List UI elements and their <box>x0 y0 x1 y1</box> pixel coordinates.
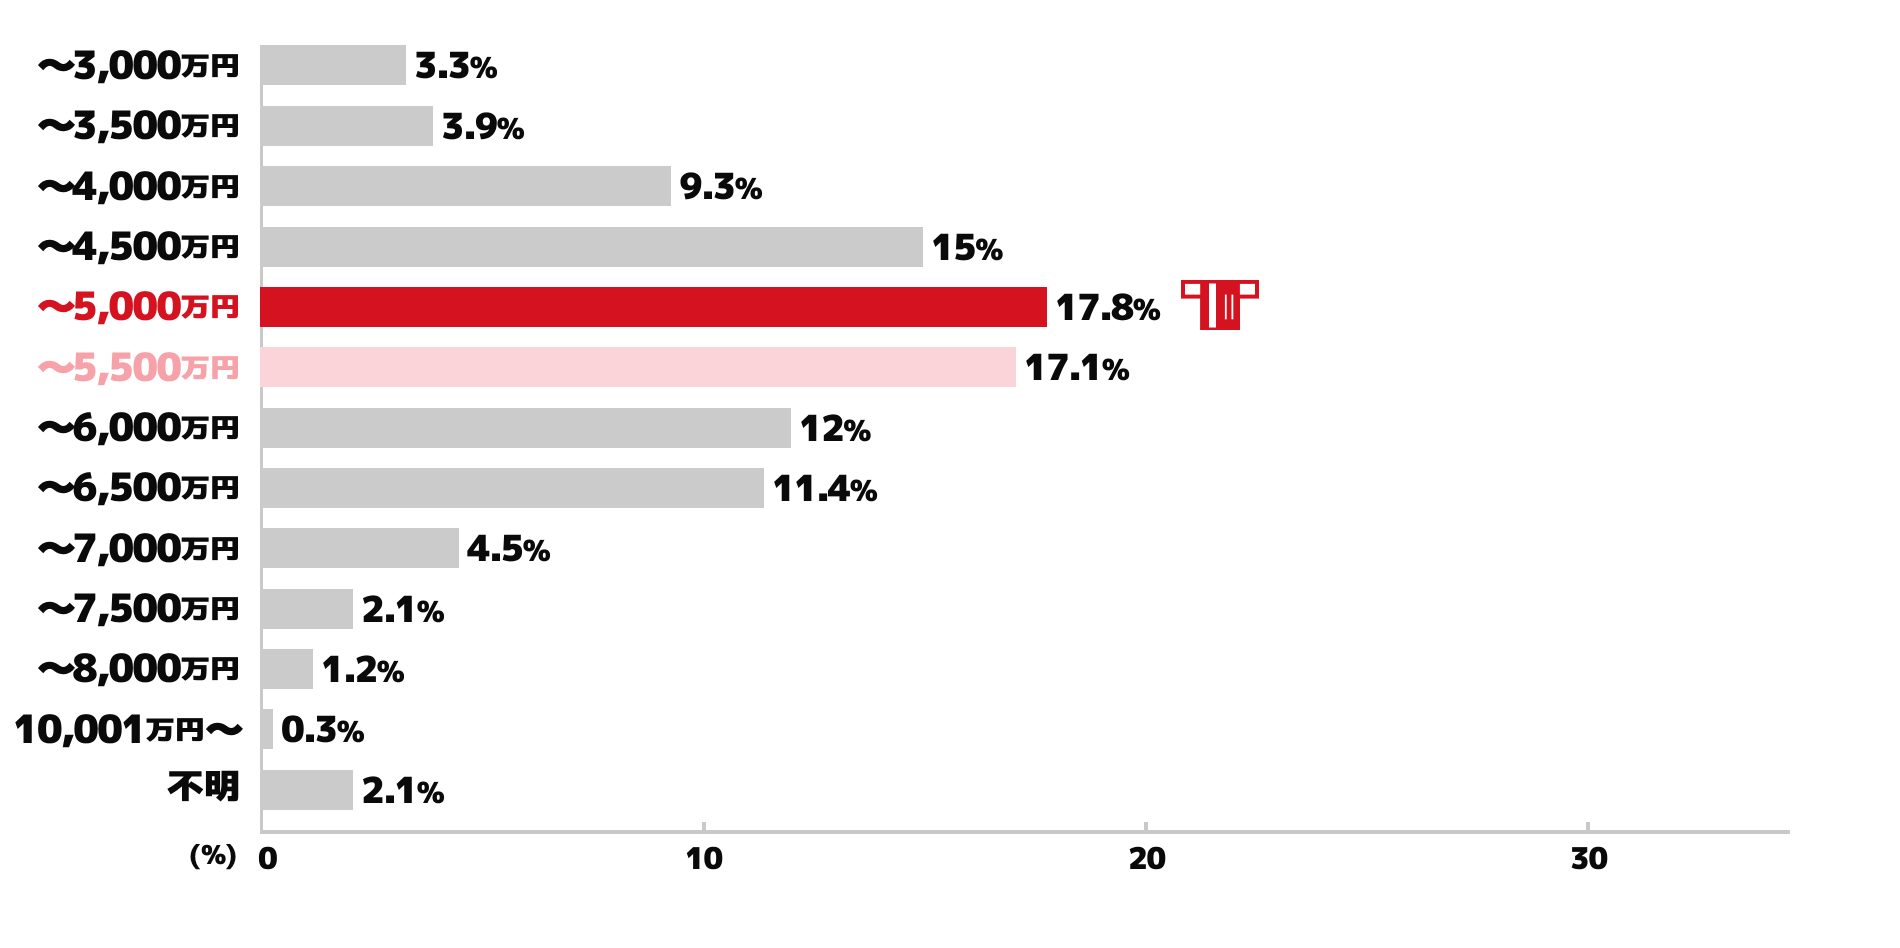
value-label-〜4,500万円: 15% <box>931 224 1003 269</box>
category-label-〜5,500万円: 〜5,500万円 <box>37 342 241 391</box>
category-label-〜6,500万円: 〜6,500万円 <box>37 462 241 511</box>
value-label-〜4,000万円: 9.3% <box>679 163 763 208</box>
category-label-〜4,500万円: 〜4,500万円 <box>37 221 241 270</box>
value-label-10,001万円〜: 0.3% <box>281 706 365 751</box>
x-axis-tick-label-20: 20 <box>1128 839 1165 877</box>
bar-〜5,000万円 <box>260 286 1048 327</box>
x-axis-line <box>259 830 1790 835</box>
value-label-〜6,000万円: 12% <box>799 405 871 450</box>
category-label-〜3,500万円: 〜3,500万円 <box>37 100 241 149</box>
category-label-〜4,000万円: 〜4,000万円 <box>37 161 241 210</box>
x-axis-tick-20 <box>1144 822 1148 831</box>
bar-〜6,500万円 <box>260 467 765 508</box>
category-label-〜3,000万円: 〜3,000万円 <box>37 40 241 89</box>
happi-coat-icon <box>1181 280 1259 330</box>
x-axis-tick-30 <box>1586 822 1590 831</box>
bar-〜8,000万円 <box>260 648 314 689</box>
x-axis-tick-label-10: 10 <box>685 839 723 877</box>
value-label-〜3,500万円: 3.9% <box>441 103 524 148</box>
bar-〜3,500万円 <box>260 105 433 146</box>
category-label-10,001万円〜: 10,001万円〜 <box>13 704 243 753</box>
value-label-不明: 2.1% <box>361 767 444 812</box>
category-label-〜8,000万円: 〜8,000万円 <box>37 643 241 692</box>
value-label-〜3,000万円: 3.3% <box>414 42 497 87</box>
value-label-〜7,000万円: 4.5% <box>467 525 551 570</box>
category-label-〜7,000万円: 〜7,000万円 <box>37 523 241 572</box>
bar-〜4,500万円 <box>260 226 924 267</box>
bar-〜7,000万円 <box>260 528 459 569</box>
bar-〜4,000万円 <box>260 166 672 207</box>
category-label-〜5,000万円: 〜5,000万円 <box>37 281 241 330</box>
category-label-不明: 不明 <box>166 769 241 812</box>
bar-〜7,500万円 <box>260 588 353 629</box>
value-label-〜5,000万円: 17.8% <box>1055 284 1161 329</box>
bar-〜3,000万円 <box>260 45 406 86</box>
bar-不明 <box>260 769 353 810</box>
category-label-〜6,000万円: 〜6,000万円 <box>37 402 241 451</box>
value-label-〜6,500万円: 11.4% <box>772 465 878 510</box>
value-label-〜7,500万円: 2.1% <box>361 586 444 631</box>
x-axis-tick-10 <box>702 822 706 831</box>
bar-〜6,000万円 <box>260 407 791 448</box>
x-axis-tick-label-30: 30 <box>1570 839 1607 877</box>
bar-〜5,500万円 <box>260 347 1017 388</box>
category-label-〜7,500万円: 〜7,500万円 <box>37 583 241 632</box>
value-label-〜8,000万円: 1.2% <box>321 646 405 691</box>
bar-10,001万円〜 <box>260 709 274 750</box>
value-label-〜5,500万円: 17.1% <box>1024 344 1130 389</box>
x-axis-unit-label: (%) <box>189 838 238 871</box>
x-axis-tick-label-0: 0 <box>258 839 278 877</box>
